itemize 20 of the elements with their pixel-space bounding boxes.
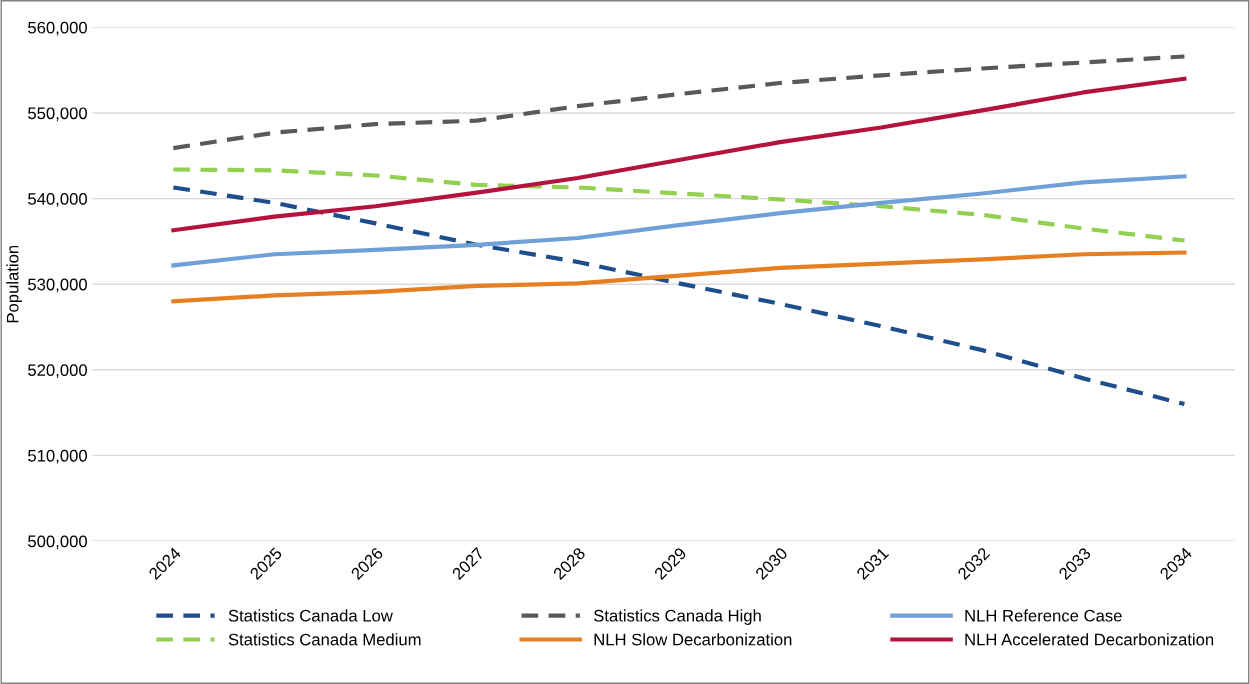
legend-label: NLH Accelerated Decarbonization — [965, 633, 1214, 646]
y-tick-label: 510,000 — [28, 449, 87, 464]
line-series — [171, 185, 1187, 407]
y-tick-label: 560,000 — [28, 21, 87, 36]
y-tick-label: 500,000 — [28, 535, 87, 550]
y-tick-label: 520,000 — [28, 364, 87, 378]
line-series — [171, 167, 1187, 243]
line-series — [171, 250, 1187, 304]
legend-label: NLH Slow Decarbonization — [594, 633, 792, 646]
legend-label: Statistics Canada Medium — [228, 633, 421, 646]
line-series — [171, 76, 1187, 233]
legend-label: NLH Reference Case — [965, 609, 1122, 622]
line-series — [171, 174, 1187, 268]
legend-label: Statistics Canada Low — [228, 609, 393, 622]
y-tick-label: 530,000 — [28, 278, 87, 293]
line-series — [171, 54, 1187, 151]
legend-label: Statistics Canada High — [593, 609, 761, 625]
y-tick-label: 540,000 — [28, 192, 87, 207]
y-axis-title: Population — [6, 245, 22, 323]
y-tick-label: 550,000 — [28, 107, 87, 122]
